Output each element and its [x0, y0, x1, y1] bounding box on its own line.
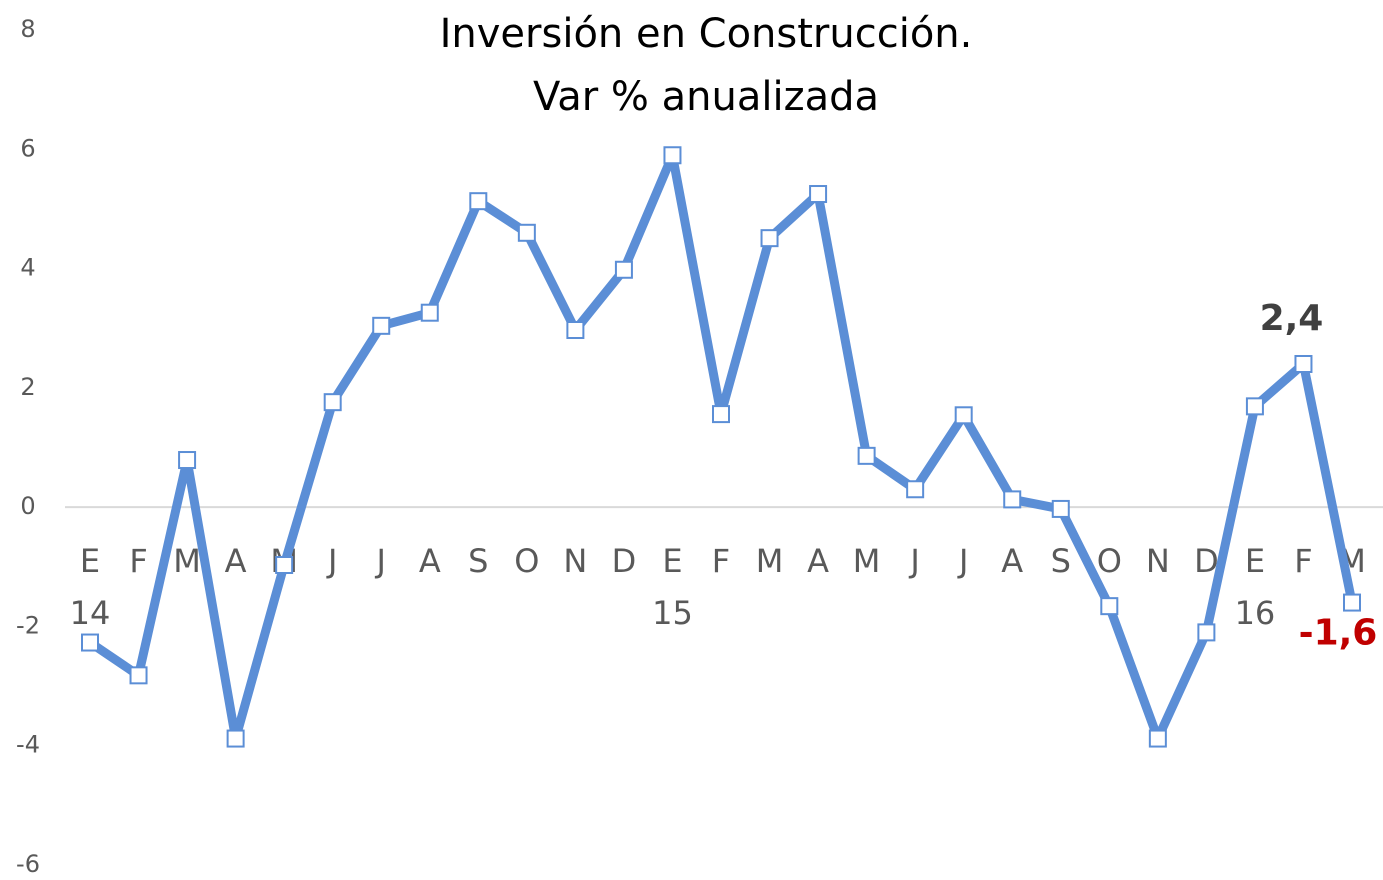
x-tick-label: D [612, 542, 637, 580]
x-tick-label: A [807, 542, 829, 580]
x-tick-label: F [129, 542, 147, 580]
x-tick-label: O [514, 542, 539, 580]
point-marker [809, 185, 828, 204]
x-tick-label: J [957, 542, 968, 580]
point-marker [857, 446, 876, 465]
y-tick-label: -2 [16, 611, 40, 639]
x-tick-label: M [756, 542, 784, 580]
x-tick-label: N [563, 542, 587, 580]
y-tick-label: 4 [20, 254, 35, 282]
point-marker [1245, 397, 1264, 416]
x-tick-label: E [1245, 542, 1265, 580]
y-tick-label: -6 [16, 850, 40, 876]
point-marker [1197, 623, 1216, 642]
point-marker [469, 192, 488, 211]
point-marker [420, 303, 439, 322]
x-tick-label: F [712, 542, 730, 580]
x-year-label: 14 [70, 594, 111, 632]
x-tick-label: M [173, 542, 201, 580]
point-marker [226, 729, 245, 748]
x-tick-label: A [419, 542, 441, 580]
y-tick-label: 8 [20, 15, 35, 43]
x-tick-label: E [80, 542, 100, 580]
x-tick-label: J [908, 542, 919, 580]
point-marker [663, 146, 682, 165]
point-marker [906, 480, 925, 499]
point-marker [1051, 499, 1070, 518]
point-marker [275, 555, 294, 574]
x-year-label: 16 [1235, 594, 1276, 632]
point-marker [178, 451, 197, 470]
x-tick-label: E [662, 542, 682, 580]
x-tick-label: F [1294, 542, 1312, 580]
x-tick-label: O [1097, 542, 1122, 580]
y-tick-label: 6 [20, 134, 35, 162]
x-tick-label: J [326, 542, 337, 580]
point-marker [1003, 490, 1022, 509]
point-marker [566, 321, 585, 340]
chart-title: Inversión en Construcción. [440, 11, 973, 57]
x-year-label: 15 [652, 594, 693, 632]
series-line [87, 150, 1357, 744]
point-marker [712, 405, 730, 424]
point-marker [614, 260, 633, 279]
data-label: 2,4 [1260, 298, 1324, 339]
point-marker [323, 393, 342, 412]
point-marker [372, 316, 391, 335]
chart-subtitle: Var % anualizada [533, 74, 879, 120]
x-tick-label: A [1001, 542, 1023, 580]
point-marker [1148, 729, 1167, 748]
y-tick-label: -4 [16, 731, 40, 759]
x-tick-label: S [1051, 542, 1071, 580]
point-marker [517, 223, 536, 242]
x-tick-label: M [853, 542, 881, 580]
point-marker [81, 633, 99, 652]
point-marker [954, 406, 973, 425]
data-label: -1,6 [1299, 613, 1378, 654]
y-tick-label: 2 [20, 373, 35, 401]
x-tick-label: A [225, 542, 247, 580]
point-marker [1343, 593, 1361, 612]
y-tick-label: 0 [20, 492, 35, 520]
x-tick-label: S [468, 542, 488, 580]
point-marker [760, 229, 779, 248]
x-tick-label: N [1146, 542, 1170, 580]
point-marker [1294, 355, 1313, 373]
point-marker [1100, 597, 1119, 616]
x-tick-label: J [375, 542, 386, 580]
point-marker [129, 666, 148, 685]
